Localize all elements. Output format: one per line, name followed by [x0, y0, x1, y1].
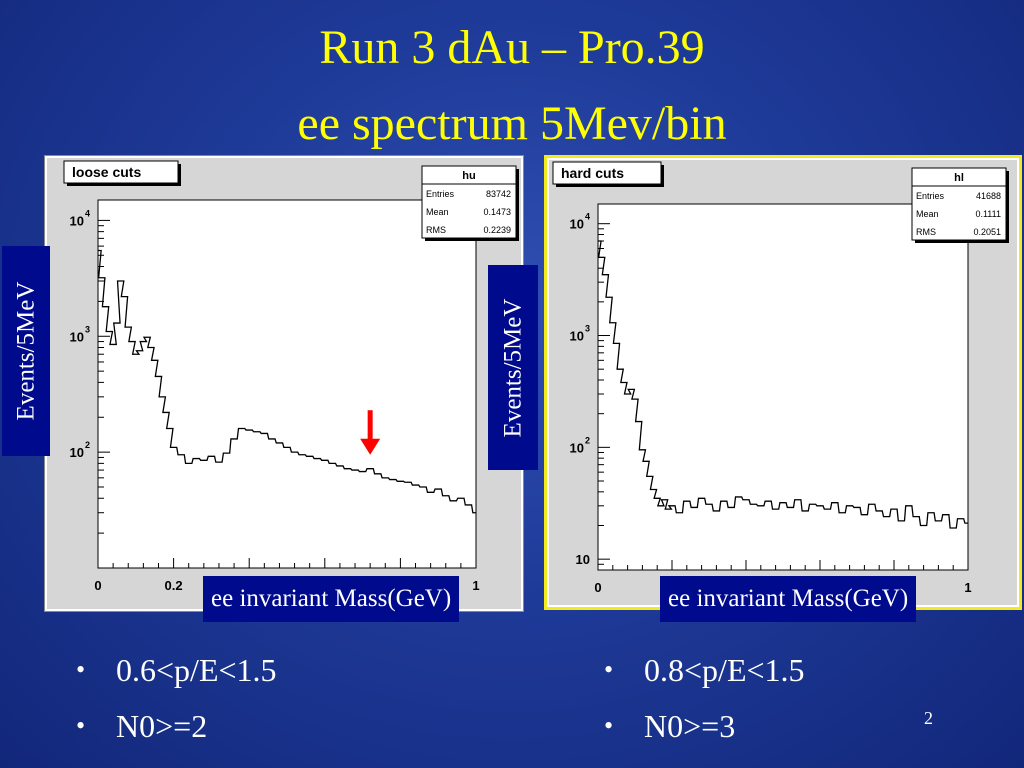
y-tick-base: 10 — [70, 445, 84, 460]
title-frame — [63, 160, 179, 184]
y-tick-exponent: 2 — [85, 440, 90, 450]
y-tick-base: 10 — [70, 213, 84, 228]
y-tick-base: 10 — [570, 440, 584, 455]
x-axis-label-left: ee invariant Mass(GeV) — [203, 576, 460, 622]
stats-value: 83742 — [486, 189, 511, 199]
loose-cuts-plot-panel: loose cuts hu Entries 83742 Mean 0.1473 RMS 0.2… — [44, 155, 524, 612]
cuts-list-right: 0.8<p/E<1.5 N0>=3 — [604, 642, 805, 754]
stats-value: 41688 — [976, 191, 1001, 201]
bullet-item: N0>=2 — [76, 698, 277, 754]
y-tick-base: 10 — [570, 217, 584, 232]
y-tick-exponent: 3 — [585, 324, 590, 334]
x-tick-label: 0 — [594, 580, 601, 595]
hard-cuts-plot-panel: hard cuts hl Entries 41688 Mean 0.1111 RMS 0.20… — [544, 155, 1022, 610]
stats-histogram-name: hu — [462, 170, 475, 182]
page-number: 2 — [924, 708, 933, 728]
stats-value: 0.2239 — [483, 225, 511, 235]
stats-label: Mean — [916, 209, 939, 219]
y-tick-base: 10 — [576, 552, 590, 567]
y-tick-exponent: 4 — [85, 208, 90, 218]
hard-cuts-chart: hard cuts hl Entries 41688 Mean 0.1111 RMS 0.20… — [552, 161, 1009, 595]
x-tick-label: 0.2 — [165, 578, 183, 593]
y-axis-label-right: Events/5MeV — [488, 265, 538, 470]
stats-label: RMS — [426, 225, 446, 235]
stats-value: 0.2051 — [973, 227, 1001, 237]
stats-label: Mean — [426, 207, 449, 217]
title-frame — [552, 161, 662, 185]
stats-frame — [911, 167, 1007, 241]
histogram-series — [597, 240, 968, 529]
y-axis-label-left: Events/5MeV — [2, 246, 50, 456]
chart-title: hard cuts — [561, 165, 624, 181]
stats-label: Entries — [916, 191, 945, 201]
stats-frame — [421, 165, 517, 239]
arrow-head — [360, 438, 381, 455]
y-tick-exponent: 3 — [85, 324, 90, 334]
x-tick-label: 0 — [94, 578, 101, 593]
chart-title-box: hard cuts — [552, 161, 664, 187]
x-tick-label: 1 — [472, 578, 479, 593]
slide-title-line1: Run 3 dAu – Pro.39 — [319, 21, 705, 74]
loose-cuts-chart: loose cuts hu Entries 83742 Mean 0.1473 RMS 0.2… — [63, 160, 519, 593]
x-tick-label: 1 — [964, 580, 971, 595]
stats-histogram-name: hl — [954, 172, 964, 184]
bullet-item: 0.8<p/E<1.5 — [604, 642, 805, 698]
slide-title-line2: ee spectrum 5Mev/bin — [297, 97, 727, 150]
cuts-list-left: 0.6<p/E<1.5 N0>=2 — [76, 642, 277, 754]
stats-box: hu Entries 83742 Mean 0.1473 RMS 0.2239 — [421, 165, 519, 241]
y-tick-label: 10 3 — [570, 324, 590, 344]
y-tick-label: 10 — [576, 552, 590, 567]
chart-title-box: loose cuts — [63, 160, 181, 186]
y-tick-base: 10 — [70, 329, 84, 344]
bullet-item: N0>=3 — [604, 698, 805, 754]
chart-title: loose cuts — [72, 164, 141, 180]
y-tick-exponent: 2 — [585, 435, 590, 445]
stats-value: 0.1473 — [483, 207, 511, 217]
y-axis-label-left-text: Events/5MeV — [12, 281, 39, 421]
y-tick-label: 10 3 — [70, 324, 90, 344]
histogram-series — [97, 249, 476, 514]
bullet-item: 0.6<p/E<1.5 — [76, 642, 277, 698]
y-tick-base: 10 — [570, 329, 584, 344]
plot-area — [97, 199, 477, 569]
stats-label: Entries — [426, 189, 455, 199]
plot-area — [597, 203, 969, 571]
stats-value: 0.1111 — [975, 209, 1001, 219]
y-tick-label: 10 2 — [570, 435, 590, 455]
y-tick-label: 10 2 — [70, 440, 90, 460]
red-arrow-annotation — [360, 410, 381, 455]
y-tick-exponent: 4 — [585, 212, 590, 222]
x-axis-label-right: ee invariant Mass(GeV) — [660, 576, 917, 622]
y-axis-label-right-text: Events/5MeV — [499, 298, 526, 437]
stats-label: RMS — [916, 227, 936, 237]
y-tick-label: 10 4 — [570, 212, 590, 232]
y-tick-label: 10 4 — [70, 208, 90, 228]
stats-box: hl Entries 41688 Mean 0.1111 RMS 0.2051 — [911, 167, 1009, 243]
